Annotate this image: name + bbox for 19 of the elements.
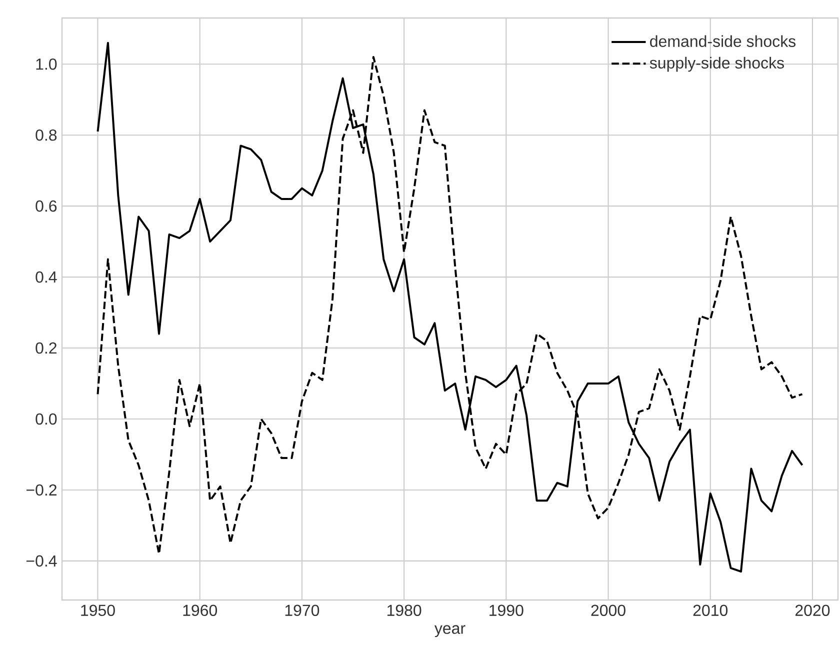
y-tick-label: −0.2 — [26, 484, 56, 496]
y-tick-label: 0.4 — [36, 271, 57, 283]
x-axis-title: year — [434, 625, 466, 638]
y-tick-label: 0.2 — [36, 342, 56, 354]
legend-label: supply-side shocks — [650, 56, 784, 72]
x-tick-label: 1970 — [285, 604, 320, 616]
y-tick-label: 0.0 — [36, 413, 57, 425]
x-tick-label: 2000 — [591, 604, 626, 616]
x-tick-label: 2020 — [795, 604, 830, 616]
x-tick-label: 1980 — [387, 604, 422, 616]
y-tick-label: −0.4 — [26, 555, 57, 567]
legend-label: demand-side shocks — [650, 35, 796, 47]
x-tick-label: 1960 — [183, 604, 218, 616]
y-tick-label: 0.8 — [36, 129, 57, 141]
y-tick-label: 1.0 — [36, 58, 57, 70]
x-tick-label: 1950 — [81, 604, 115, 616]
x-tick-label: 1990 — [490, 604, 524, 616]
y-tick-label: 0.6 — [36, 200, 57, 212]
x-tick-label: 2010 — [693, 604, 728, 616]
